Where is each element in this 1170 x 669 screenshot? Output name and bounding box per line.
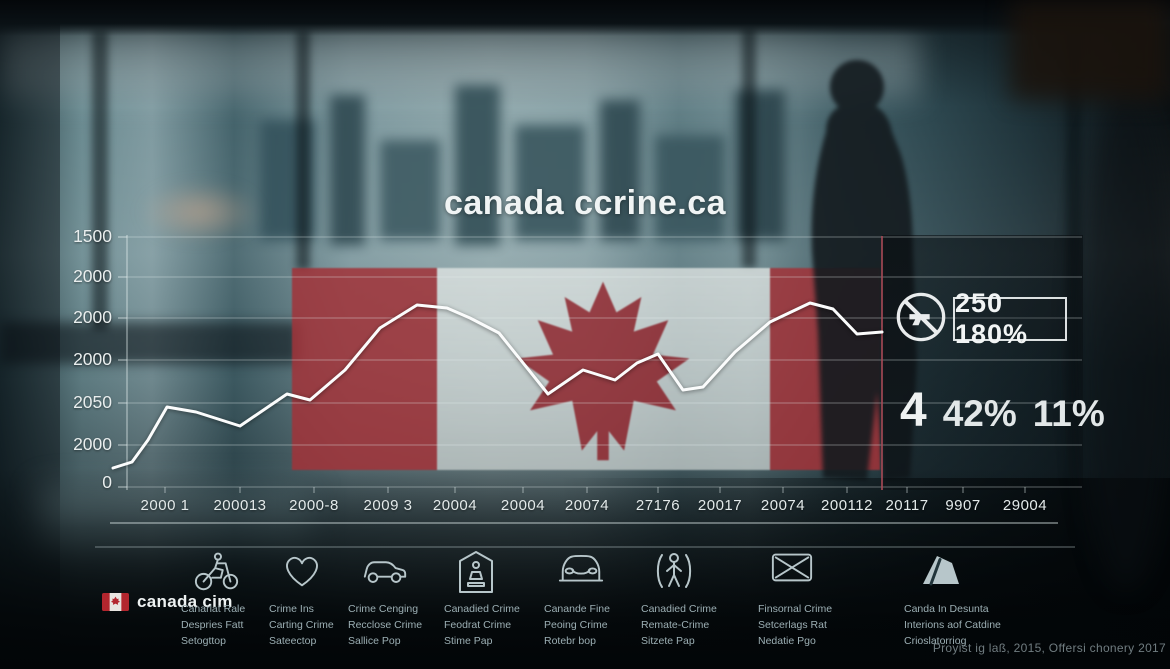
y-tick-label: 0 <box>102 472 112 492</box>
stat-percent-1: 42% <box>942 393 1017 434</box>
logo-text: canada cim <box>137 592 233 611</box>
heart-icon <box>281 550 401 596</box>
legend-item: Canda In Desunta Interions aof Catdine Cri… <box>904 550 1036 649</box>
skyline-building <box>455 85 500 245</box>
legend-item: Canande Fine Peoing Crime Rotebr bop <box>544 550 676 649</box>
x-tick-label: 2000 1 <box>140 497 190 514</box>
x-tick-label: 2009 3 <box>363 497 413 514</box>
y-tick-label: 2000 <box>73 266 112 286</box>
top-dark-band <box>0 0 1170 36</box>
legend-item: Crime Ins Carting Crime Sateectop <box>269 550 401 649</box>
mountain-icon <box>916 550 1036 596</box>
x-tick-label: 20017 <box>697 497 743 514</box>
canada-flag-icon <box>102 593 129 611</box>
legend-label: Finsornal Crime Setcerlags Rat Nedatie Pgo <box>758 603 833 647</box>
x-tick-label: 20004 <box>432 497 478 514</box>
x-tick-label: 200112 <box>821 497 873 514</box>
flag-red-band-left <box>292 268 437 470</box>
legend-item: Canadied Crime Remate-Crime Sitzete Pap <box>641 550 773 649</box>
x-tick-label: 200013 <box>213 497 267 514</box>
person-icon <box>653 550 773 596</box>
x-tick-label: 20074 <box>564 497 610 514</box>
x-tick-label: 29004 <box>1002 497 1048 514</box>
stat-value-box: 250 180% <box>953 288 1067 349</box>
x-tick-label: 20117 <box>885 497 929 514</box>
legend-item: Crime Cenging Recclose Crime Sallice Pop <box>348 550 480 649</box>
legend-label: Crime Cenging Recclose Crime Sallice Pop <box>348 603 423 647</box>
legend-label: Canarlat Rale Despries Fatt Setogttop <box>181 603 246 647</box>
credit-text: Proyist ig laß, 2015, Offersi chonery 20… <box>932 641 1166 655</box>
skyline-building <box>380 140 440 240</box>
site-logo: canada cim <box>102 592 233 612</box>
stat-row: 4 42% 11% <box>900 383 1105 438</box>
skyline-building <box>515 125 585 240</box>
y-tick-label: 2050 <box>73 392 112 412</box>
x-tick-label: 20074 <box>760 497 806 514</box>
top-right-shade <box>1010 0 1170 100</box>
skyline-building <box>600 100 640 240</box>
legend-item: Canadied Crime Feodrat Crime Stime Pap <box>444 550 576 649</box>
stats-panel-backdrop <box>882 235 1083 490</box>
x-tick-label: 9907 <box>945 497 981 514</box>
window-transom <box>0 322 300 364</box>
car-side-icon <box>360 550 480 596</box>
badge-icon <box>456 550 576 596</box>
flag-white-band <box>437 268 770 470</box>
legend-item: Canarlat Rale Despries Fatt Setogttop <box>181 550 313 649</box>
skyline-building <box>655 135 725 240</box>
y-tick-label: 2000 <box>73 434 112 454</box>
legend-label: Crime Ins Carting Crime Sateectop <box>269 603 334 647</box>
legend-label: Canadied Crime Feodrat Crime Stime Pap <box>444 603 520 647</box>
cyclist-icon <box>193 550 313 596</box>
stat-percent-2: 11% <box>1032 393 1105 434</box>
x-tick-label: 20004 <box>500 497 546 514</box>
legend-item: Finsornal Crime Setcerlags Rat Nedatie Pgo <box>758 550 890 649</box>
y-tick-label: 2000 <box>73 307 112 327</box>
no-gun-icon <box>894 290 948 344</box>
stat-value: 250 180% <box>955 288 1029 349</box>
background-figure <box>1078 90 1170 590</box>
y-tick-label: 1500 <box>73 226 112 246</box>
legend-label: Canda In Desunta Interions aof Catdine Cri… <box>904 603 1001 647</box>
y-tick-label: 2000 <box>73 349 112 369</box>
stat-big-number: 4 <box>900 384 927 437</box>
mail-x-icon <box>770 550 890 596</box>
legend-label: Canadied Crime Remate-Crime Sitzete Pap <box>641 603 717 647</box>
page-title: canada ccrine.ca <box>443 184 727 222</box>
crime-trend-polyline <box>111 301 884 470</box>
skyline-building <box>330 95 365 245</box>
sunset-glow <box>140 183 260 241</box>
x-tick-label: 2000-8 <box>289 497 339 514</box>
window-mullion <box>742 28 756 268</box>
car-front-icon <box>556 550 676 596</box>
floor-shadow-right <box>560 478 1170 669</box>
window-mullion <box>296 30 310 270</box>
x-tick-label: 27176 <box>635 497 681 514</box>
window-mullion <box>92 30 108 330</box>
legend-label: Canande Fine Peoing Crime Rotebr bop <box>544 603 610 647</box>
maple-leaf-icon <box>516 281 690 461</box>
